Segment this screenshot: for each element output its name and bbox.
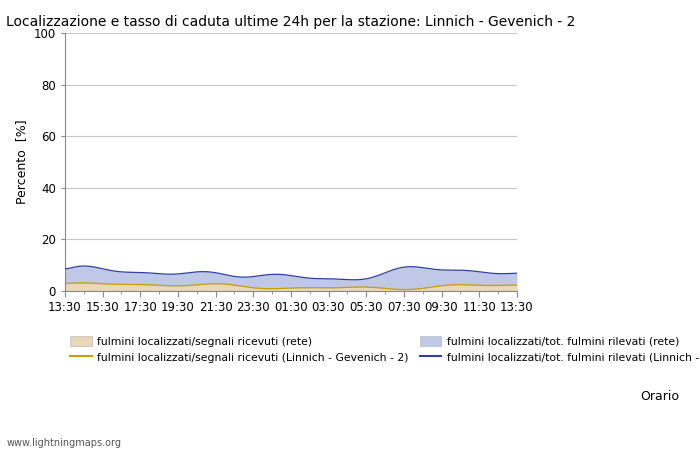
Text: Orario: Orario xyxy=(640,391,680,403)
Y-axis label: Percento  [%]: Percento [%] xyxy=(15,120,28,204)
Title: Localizzazione e tasso di caduta ultime 24h per la stazione: Linnich - Gevenich : Localizzazione e tasso di caduta ultime … xyxy=(6,15,575,29)
Text: www.lightningmaps.org: www.lightningmaps.org xyxy=(7,438,122,448)
Legend: fulmini localizzati/segnali ricevuti (rete), fulmini localizzati/segnali ricevut: fulmini localizzati/segnali ricevuti (re… xyxy=(70,336,700,363)
